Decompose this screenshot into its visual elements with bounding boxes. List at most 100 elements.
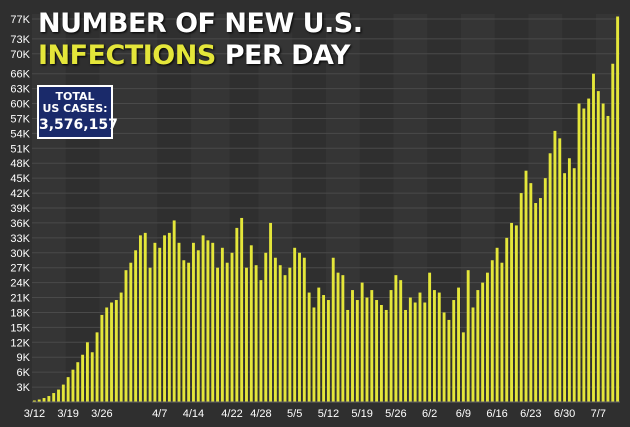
bar: [355, 300, 359, 402]
bar: [307, 292, 311, 402]
bar: [283, 275, 287, 402]
bar: [134, 250, 138, 402]
bar: [273, 257, 277, 402]
bar: [466, 270, 470, 402]
bar: [408, 297, 412, 402]
bar: [216, 267, 220, 402]
bar: [172, 220, 176, 402]
bar: [587, 98, 591, 403]
x-tick-label: 6/23: [520, 408, 541, 420]
x-tick-label: 6/9: [456, 408, 471, 420]
bar: [375, 300, 379, 402]
y-tick-label: 24K: [10, 278, 30, 290]
bar: [114, 300, 118, 402]
bar: [259, 280, 263, 402]
x-tick-label: 4/7: [152, 408, 167, 420]
bar: [269, 222, 273, 402]
bar: [529, 183, 533, 402]
bar: [76, 362, 80, 402]
bar: [577, 103, 581, 403]
x-tick-label: 5/12: [318, 408, 339, 420]
bar: [90, 352, 94, 402]
bar: [264, 252, 268, 402]
bar: [558, 138, 562, 402]
bar: [192, 242, 195, 402]
y-tick-label: 39K: [10, 203, 30, 215]
bar: [384, 309, 388, 402]
y-tick-label: 77K: [10, 14, 30, 26]
bar: [278, 265, 282, 402]
y-tick-label: 54K: [10, 128, 30, 140]
bar: [293, 247, 297, 402]
bar: [428, 272, 432, 402]
y-tick-label: 42K: [10, 188, 30, 200]
bar: [187, 262, 191, 402]
total-cases-box: TOTAL US CASES: 3,576,157: [37, 85, 118, 139]
bar: [71, 369, 75, 402]
x-tick-label: 5/5: [287, 408, 302, 420]
bar: [432, 290, 436, 402]
bar: [510, 222, 514, 402]
total-value: 3,576,157: [39, 117, 118, 133]
bar: [389, 290, 393, 402]
bar: [437, 292, 441, 402]
x-tick-label: 5/26: [385, 408, 406, 420]
x-tick-label: 6/16: [486, 408, 507, 420]
bar: [245, 267, 248, 402]
title-line-2: INFECTIONS PER DAY: [38, 40, 363, 72]
y-tick-label: 12K: [10, 337, 30, 349]
x-tick-label: 4/28: [250, 408, 271, 420]
title-line-1: NUMBER OF NEW U.S.: [38, 8, 363, 39]
bar: [153, 242, 157, 402]
x-tick-label: 4/22: [221, 408, 242, 420]
bar: [616, 16, 620, 402]
bar: [341, 275, 345, 402]
x-tick-label: 4/14: [183, 408, 204, 420]
bar: [143, 232, 147, 402]
bar: [365, 297, 369, 402]
bar: [129, 262, 133, 402]
bar: [42, 398, 46, 402]
bar: [32, 400, 36, 402]
bar: [182, 260, 186, 402]
bar: [336, 272, 340, 402]
bar: [418, 292, 422, 402]
bar: [442, 312, 446, 402]
bar: [370, 290, 374, 402]
bar: [249, 245, 253, 402]
bar: [379, 305, 383, 402]
bar: [37, 399, 41, 402]
bar: [167, 232, 171, 402]
y-tick-label: 15K: [10, 322, 30, 334]
bar: [148, 267, 152, 402]
y-tick-label: 21K: [10, 293, 30, 305]
y-tick-label: 57K: [10, 113, 30, 125]
y-tick-label: 3K: [17, 382, 31, 394]
x-tick-label: 6/2: [422, 408, 437, 420]
title-rest: PER DAY: [224, 40, 351, 71]
bar: [486, 272, 489, 402]
bar: [476, 290, 480, 402]
bar: [481, 282, 485, 402]
bar: [351, 290, 354, 402]
bar: [346, 309, 350, 402]
bar: [201, 235, 205, 402]
bar: [606, 115, 610, 402]
bar: [110, 302, 113, 402]
y-tick-label: 70K: [10, 49, 30, 61]
bar: [61, 384, 65, 402]
bar: [66, 377, 70, 402]
bar: [539, 198, 542, 402]
bar: [447, 319, 451, 402]
y-tick-label: 33K: [10, 233, 30, 245]
bar: [423, 302, 427, 402]
bar: [196, 250, 200, 402]
bar: [505, 237, 509, 402]
bar: [220, 247, 224, 402]
y-tick-label: 73K: [10, 34, 30, 46]
bar: [452, 300, 456, 402]
bar: [524, 170, 528, 402]
bar: [95, 332, 99, 402]
